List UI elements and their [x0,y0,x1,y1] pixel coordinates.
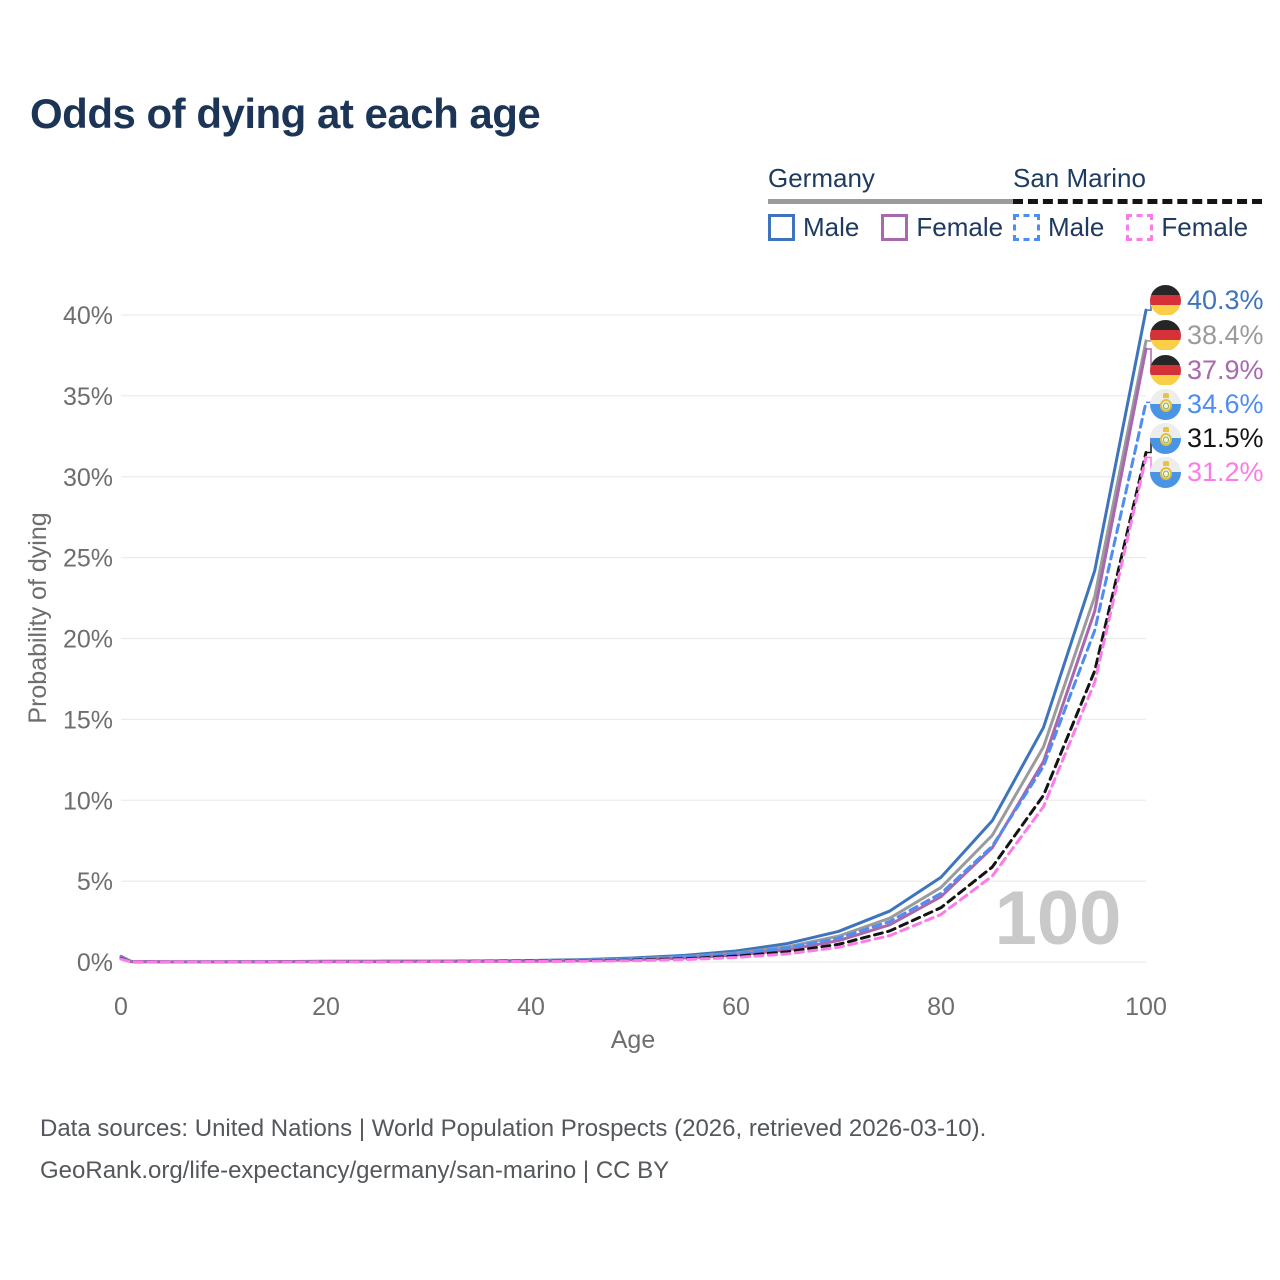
footer-attribution-line: GeoRank.org/life-expectancy/germany/san-… [40,1157,670,1184]
leader-line-germany-female [1146,348,1155,371]
series-line-san-marino-male [119,400,1148,964]
y-tick-label: 20% [63,626,113,654]
data-source-footer: Data sources: United Nations | World Pop… [40,1108,986,1192]
age-watermark: 100 [995,876,1122,961]
y-axis-label: Probability of dying [24,512,52,723]
x-tick-label: 20 [312,993,340,1021]
legend-swatch-san-marino-female-icon [1126,214,1154,241]
legend-label-germany-female: Female [916,212,1004,242]
leader-line-germany-both [1146,334,1155,342]
y-tick-label: 5% [77,868,113,896]
legend-group-san-marino: San Marino Male Female [1013,163,1263,243]
y-tick-label: 35% [63,383,113,411]
y-tick-label: 40% [63,302,113,330]
y-tick-label: 25% [63,545,113,573]
x-tick-label: 100 [1125,993,1167,1021]
footer-sources-line: Data sources: United Nations | World Pop… [40,1115,987,1142]
leader-line-san-marino-female [1146,456,1155,473]
legend-label-san-marino-male: Male [1048,212,1105,242]
series-line-germany-male [119,308,1148,964]
legend-group-germany: Germany Male Female [768,163,1018,243]
x-tick-label: 40 [517,993,545,1021]
legend-rule-germany [768,199,1018,204]
page-title: Odds of dying at each age [30,90,541,137]
y-tick-label: 15% [63,706,113,734]
legend-swatch-san-marino-male-icon [1013,214,1040,241]
y-tick-label: 0% [77,949,113,977]
y-tick-label: 30% [63,464,113,492]
x-tick-label: 80 [927,993,955,1021]
legend-label-germany-male: Male [803,212,860,242]
x-tick-label: 0 [114,993,128,1021]
legend-title-germany: Germany [768,163,875,193]
legend-title-san-marino: San Marino [1013,163,1146,193]
x-tick-label: 60 [722,993,750,1021]
legend-swatch-germany-female-icon [881,214,909,241]
leader-line-germany-male [1146,299,1155,311]
legend-swatch-germany-male-icon [768,214,795,241]
legend-label-san-marino-female: Female [1161,212,1249,242]
leader-line-san-marino-both [1146,437,1155,454]
series-line-san-marino-both [119,450,1148,964]
legend-rule-san-marino [1013,199,1263,204]
y-tick-label: 10% [63,787,113,815]
series-line-san-marino-female [119,455,1148,964]
series-line-germany-female [119,347,1148,964]
x-axis-label: Age [611,1026,655,1054]
leader-line-san-marino-male [1146,401,1155,405]
